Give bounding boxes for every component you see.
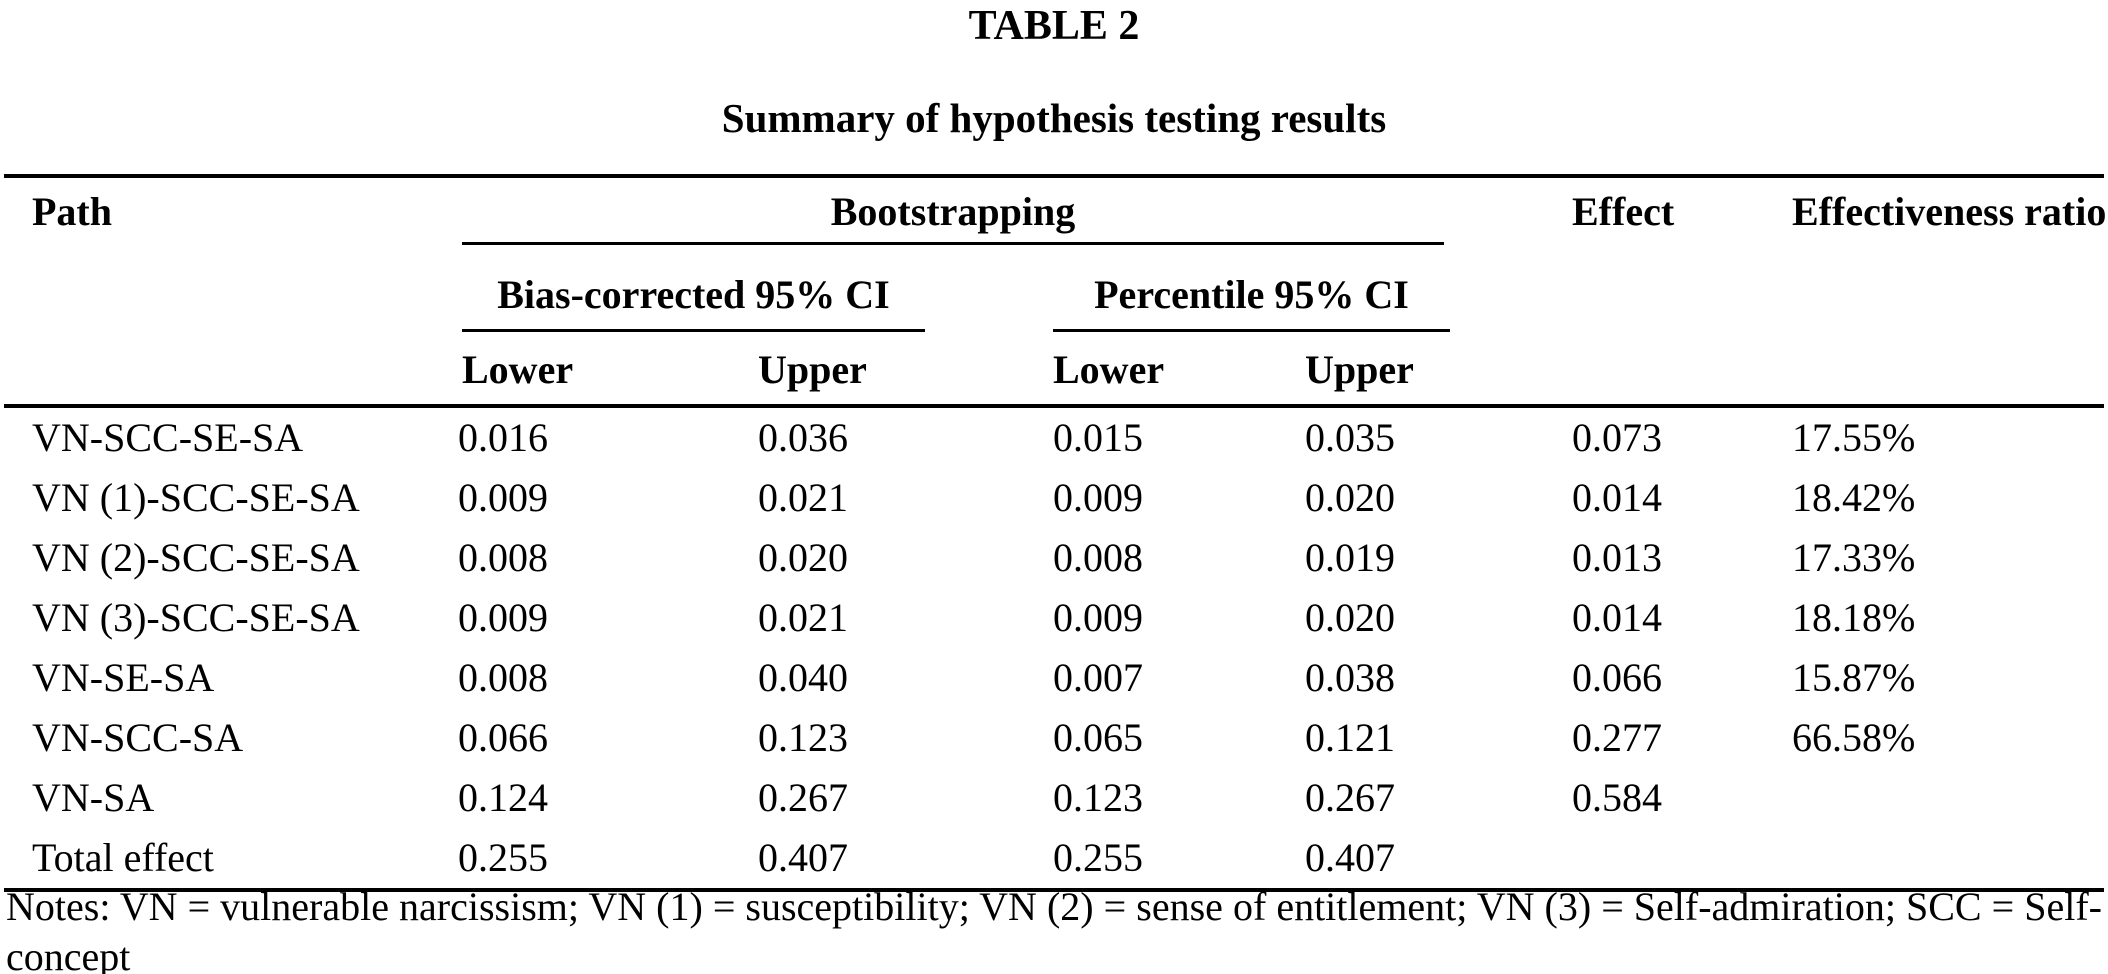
- cell-p-upper: 0.121: [1305, 715, 1395, 760]
- table-row: VN (3)-SCC-SE-SA 0.009 0.021 0.009 0.020…: [4, 588, 2104, 648]
- col-header-path: Path: [32, 189, 112, 234]
- table-row: VN (1)-SCC-SE-SA 0.009 0.021 0.009 0.020…: [4, 468, 2104, 528]
- cell-bc-lower: 0.255: [458, 835, 548, 880]
- cell-p-lower: 0.009: [1053, 595, 1143, 640]
- cell-bc-upper: 0.123: [758, 715, 848, 760]
- cell-p-upper: 0.020: [1305, 475, 1395, 520]
- cell-path: VN-SA: [32, 775, 155, 820]
- cell-effect: 0.073: [1572, 415, 1662, 460]
- table-row: VN (2)-SCC-SE-SA 0.008 0.020 0.008 0.019…: [4, 528, 2104, 588]
- col-header-bc-lower: Lower: [462, 347, 574, 392]
- cell-bc-lower: 0.066: [458, 715, 548, 760]
- col-header-p-upper: Upper: [1305, 347, 1414, 392]
- cell-effect: [1572, 828, 1792, 890]
- col-header-p-lower: Lower: [1053, 347, 1165, 392]
- header-row-ci-groups: Bias-corrected 95% CI Percentile 95% CI: [4, 245, 2104, 332]
- table-row: Total effect 0.255 0.407 0.255 0.407: [4, 828, 2104, 890]
- cell-ratio: 17.55%: [1792, 415, 1916, 460]
- cell-p-lower: 0.123: [1053, 775, 1143, 820]
- cell-path: VN-SCC-SA: [32, 715, 244, 760]
- cell-p-upper: 0.035: [1305, 415, 1395, 460]
- cell-p-upper: 0.407: [1305, 835, 1395, 880]
- col-header-bootstrapping-group: Bootstrapping: [458, 176, 1572, 245]
- results-table: Path Bootstrapping Effect Effectiveness …: [4, 174, 2106, 892]
- table-notes: Notes: VN = vulnerable narcissism; VN (1…: [6, 882, 2102, 974]
- bias-corrected-ci-label: Bias-corrected 95% CI: [462, 245, 925, 332]
- cell-bc-upper: 0.021: [758, 475, 848, 520]
- cell-p-lower: 0.065: [1053, 715, 1143, 760]
- percentile-ci-label: Percentile 95% CI: [1053, 245, 1450, 332]
- cell-effect: 0.013: [1572, 535, 1662, 580]
- cell-bc-lower: 0.008: [458, 535, 548, 580]
- col-header-bc-upper: Upper: [758, 347, 867, 392]
- table-row: VN-SCC-SE-SA 0.016 0.036 0.015 0.035 0.0…: [4, 406, 2104, 468]
- cell-path: VN (2)-SCC-SE-SA: [32, 535, 360, 580]
- cell-path: VN (1)-SCC-SE-SA: [32, 475, 360, 520]
- cell-ratio: 66.58%: [1792, 715, 1916, 760]
- col-header-effectiveness-ratio: Effectiveness ratio: [1792, 189, 2107, 234]
- col-header-percentile-ci: Percentile 95% CI: [1053, 245, 1572, 332]
- cell-bc-upper: 0.020: [758, 535, 848, 580]
- cell-bc-lower: 0.008: [458, 655, 548, 700]
- bootstrapping-label: Bootstrapping: [462, 178, 1444, 245]
- cell-p-upper: 0.038: [1305, 655, 1395, 700]
- cell-effect: 0.066: [1572, 655, 1662, 700]
- cell-effect: 0.014: [1572, 595, 1662, 640]
- cell-ratio: 15.87%: [1792, 655, 1916, 700]
- cell-ratio: [1792, 828, 2104, 890]
- cell-p-lower: 0.008: [1053, 535, 1143, 580]
- table-row: VN-SA 0.124 0.267 0.123 0.267 0.584: [4, 768, 2104, 828]
- table-body: VN-SCC-SE-SA 0.016 0.036 0.015 0.035 0.0…: [4, 406, 2104, 890]
- table-header: Path Bootstrapping Effect Effectiveness …: [4, 176, 2106, 406]
- header-row-groups: Path Bootstrapping Effect Effectiveness …: [4, 176, 2106, 245]
- table-subtitle: Summary of hypothesis testing results: [721, 95, 1387, 141]
- cell-bc-upper: 0.267: [758, 775, 848, 820]
- cell-p-lower: 0.255: [1053, 835, 1143, 880]
- cell-p-upper: 0.020: [1305, 595, 1395, 640]
- cell-bc-lower: 0.009: [458, 475, 548, 520]
- cell-ratio: 18.42%: [1792, 475, 1916, 520]
- cell-p-lower: 0.009: [1053, 475, 1143, 520]
- cell-bc-upper: 0.021: [758, 595, 848, 640]
- cell-bc-lower: 0.016: [458, 415, 548, 460]
- cell-bc-upper: 0.040: [758, 655, 848, 700]
- cell-ratio: [1792, 768, 2104, 828]
- cell-path: VN-SE-SA: [32, 655, 215, 700]
- cell-p-lower: 0.015: [1053, 415, 1143, 460]
- cell-ratio: 18.18%: [1792, 595, 1916, 640]
- cell-p-upper: 0.267: [1305, 775, 1395, 820]
- col-header-bias-corrected-ci: Bias-corrected 95% CI: [458, 245, 1053, 332]
- cell-p-upper: 0.019: [1305, 535, 1395, 580]
- cell-path: VN (3)-SCC-SE-SA: [32, 595, 360, 640]
- header-row-bounds: Lower Upper Lower Upper: [4, 332, 2104, 406]
- cell-bc-upper: 0.036: [758, 415, 848, 460]
- cell-effect: 0.584: [1572, 775, 1662, 820]
- table-row: VN-SCC-SA 0.066 0.123 0.065 0.121 0.277 …: [4, 708, 2104, 768]
- table-row: VN-SE-SA 0.008 0.040 0.007 0.038 0.066 1…: [4, 648, 2104, 708]
- col-header-effect: Effect: [1572, 189, 1675, 234]
- cell-bc-upper: 0.407: [758, 835, 848, 880]
- cell-path: VN-SCC-SE-SA: [32, 415, 304, 460]
- cell-effect: 0.277: [1572, 715, 1662, 760]
- cell-effect: 0.014: [1572, 475, 1662, 520]
- cell-bc-lower: 0.009: [458, 595, 548, 640]
- cell-p-lower: 0.007: [1053, 655, 1143, 700]
- table-title: TABLE 2: [968, 3, 1140, 49]
- notes-line: Notes: VN = vulnerable narcissism; VN (1…: [6, 884, 2102, 974]
- cell-ratio: 17.33%: [1792, 535, 1916, 580]
- cell-bc-lower: 0.124: [458, 775, 548, 820]
- cell-path: Total effect: [32, 835, 214, 880]
